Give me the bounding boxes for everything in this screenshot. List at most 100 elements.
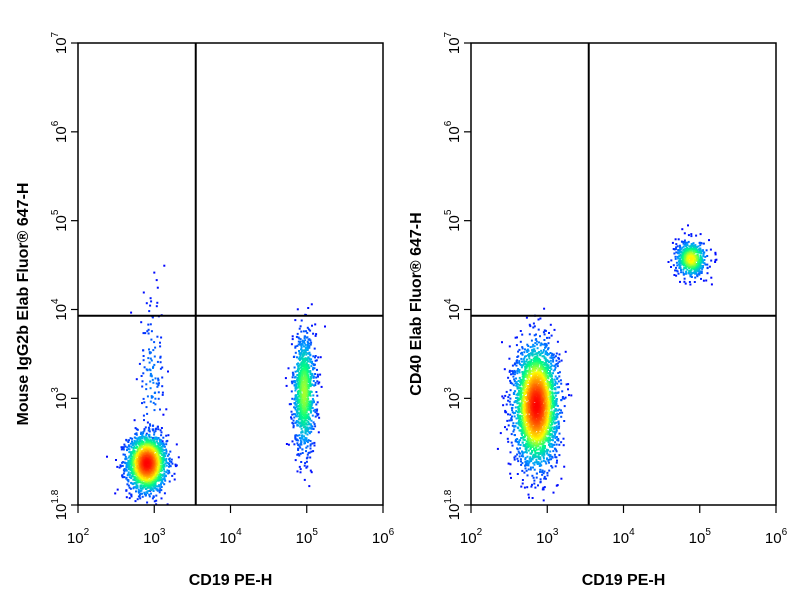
event-dot	[543, 452, 546, 455]
event-dot	[309, 427, 312, 430]
event-dot	[312, 421, 315, 424]
event-dot	[567, 383, 570, 386]
event-dot	[525, 355, 528, 358]
event-dot	[549, 430, 552, 432]
event-dot	[521, 347, 524, 350]
event-dot	[309, 376, 312, 379]
event-dot	[679, 267, 682, 270]
event-dot	[535, 340, 538, 343]
event-dot	[539, 361, 542, 364]
event-dot	[161, 454, 164, 456]
event-dot	[145, 483, 148, 486]
event-dot	[548, 461, 550, 464]
event-dot	[136, 445, 139, 448]
event-dot	[140, 455, 143, 458]
event-dot	[319, 373, 322, 376]
event-dot	[304, 351, 307, 354]
event-dot	[287, 443, 290, 446]
event-dot	[157, 475, 160, 478]
event-dot	[523, 389, 526, 392]
event-dot	[155, 485, 158, 488]
event-dot	[514, 382, 517, 385]
event-dot	[299, 468, 302, 471]
event-dot	[505, 403, 508, 406]
event-dot	[550, 433, 553, 436]
event-dot	[300, 437, 303, 440]
event-dot	[544, 460, 547, 463]
event-dot	[529, 370, 532, 373]
event-dot	[315, 391, 318, 393]
event-dot	[162, 458, 164, 461]
event-dot	[290, 380, 293, 383]
event-dot	[309, 440, 312, 442]
event-dot	[693, 270, 696, 273]
event-dot	[294, 396, 297, 399]
event-dot	[314, 356, 316, 359]
event-dot	[546, 348, 549, 351]
event-dot	[159, 444, 162, 447]
event-dot	[291, 440, 294, 443]
event-dot	[305, 373, 308, 376]
event-dot	[706, 272, 709, 275]
event-dot	[300, 350, 303, 353]
event-dot	[130, 477, 133, 480]
event-dot	[163, 492, 166, 495]
event-dot	[296, 470, 299, 473]
event-dot	[159, 345, 162, 348]
event-dot	[683, 239, 686, 242]
event-dot	[514, 434, 516, 437]
event-dot	[304, 349, 306, 352]
event-dot	[536, 442, 539, 445]
event-dot	[150, 338, 153, 341]
event-dot	[134, 442, 137, 445]
event-dot	[296, 413, 299, 416]
event-dot	[304, 387, 306, 390]
event-dot	[520, 460, 522, 463]
event-dot	[516, 402, 519, 405]
event-dot	[128, 448, 131, 451]
event-dot	[153, 409, 156, 412]
event-dot	[528, 352, 531, 355]
event-dot	[145, 493, 147, 496]
event-dot	[678, 262, 681, 264]
event-dot	[546, 379, 549, 382]
event-dot	[515, 393, 518, 396]
event-dot	[702, 253, 705, 255]
event-dot	[534, 461, 536, 464]
event-dot	[509, 379, 512, 382]
event-dot	[555, 352, 558, 355]
event-dot	[521, 430, 524, 433]
plot-frame	[77, 42, 384, 506]
event-dot	[125, 489, 128, 492]
event-dot	[292, 425, 295, 427]
event-dot	[147, 426, 150, 429]
event-dot	[539, 446, 542, 449]
event-dot	[297, 340, 300, 343]
event-dot	[130, 454, 132, 456]
event-dot	[551, 439, 554, 441]
event-dot	[702, 254, 705, 257]
event-dot	[502, 404, 505, 407]
event-dot	[518, 370, 521, 373]
event-dot	[519, 415, 522, 418]
event-dot	[308, 400, 311, 403]
event-dot	[316, 394, 319, 397]
event-dot	[160, 486, 163, 488]
event-dot	[291, 382, 294, 385]
event-dot	[156, 286, 159, 289]
event-dot	[307, 338, 310, 341]
event-dot	[300, 385, 303, 388]
event-dot	[683, 256, 686, 258]
event-dot	[285, 443, 288, 445]
event-dot	[533, 463, 536, 466]
event-dot	[153, 436, 156, 439]
event-dot	[511, 404, 514, 406]
event-dot	[514, 411, 516, 414]
event-dot	[152, 429, 155, 432]
event-dot	[522, 373, 525, 376]
event-dot	[306, 395, 309, 398]
event-dot	[680, 250, 683, 253]
event-dot	[132, 459, 135, 462]
event-dot	[290, 343, 293, 346]
event-dot	[557, 421, 560, 423]
